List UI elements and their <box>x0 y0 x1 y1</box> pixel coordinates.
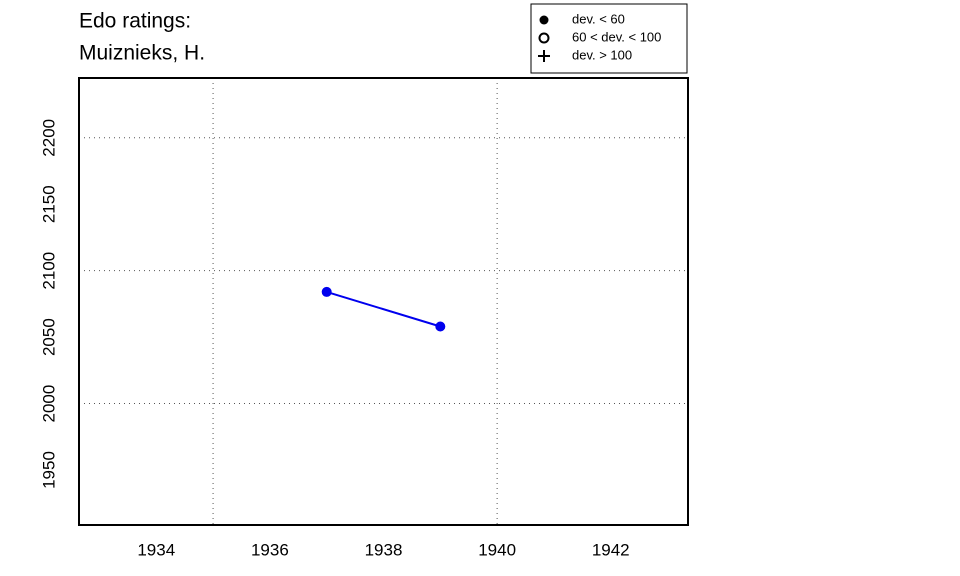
plot-frame <box>78 77 689 526</box>
legend-symbol <box>538 32 550 44</box>
legend-label: 60 < dev. < 100 <box>572 29 661 44</box>
legend-label: dev. < 60 <box>572 11 625 26</box>
y-tick-label: 2050 <box>39 318 58 356</box>
y-tick-label: 1950 <box>39 451 58 489</box>
data-point <box>435 321 446 332</box>
data-point <box>321 286 332 297</box>
y-tick-label: 2100 <box>39 252 58 290</box>
chart-subtitle: Muiznieks, H. <box>79 42 205 65</box>
legend-symbol <box>538 50 550 62</box>
x-tick-label: 1936 <box>251 540 289 559</box>
y-tick-label: 2000 <box>39 385 58 423</box>
y-tick-label: 2150 <box>39 185 58 223</box>
legend-label: dev. > 100 <box>572 47 632 62</box>
x-tick-label: 1934 <box>137 540 175 559</box>
x-tick-label: 1938 <box>365 540 403 559</box>
x-tick-label: 1942 <box>592 540 630 559</box>
chart-title: Edo ratings: <box>79 10 191 33</box>
series-line <box>326 290 441 328</box>
y-tick-label: 2200 <box>39 119 58 157</box>
legend-box <box>530 3 688 74</box>
x-tick-label: 1940 <box>478 540 516 559</box>
legend-symbol <box>539 15 549 25</box>
